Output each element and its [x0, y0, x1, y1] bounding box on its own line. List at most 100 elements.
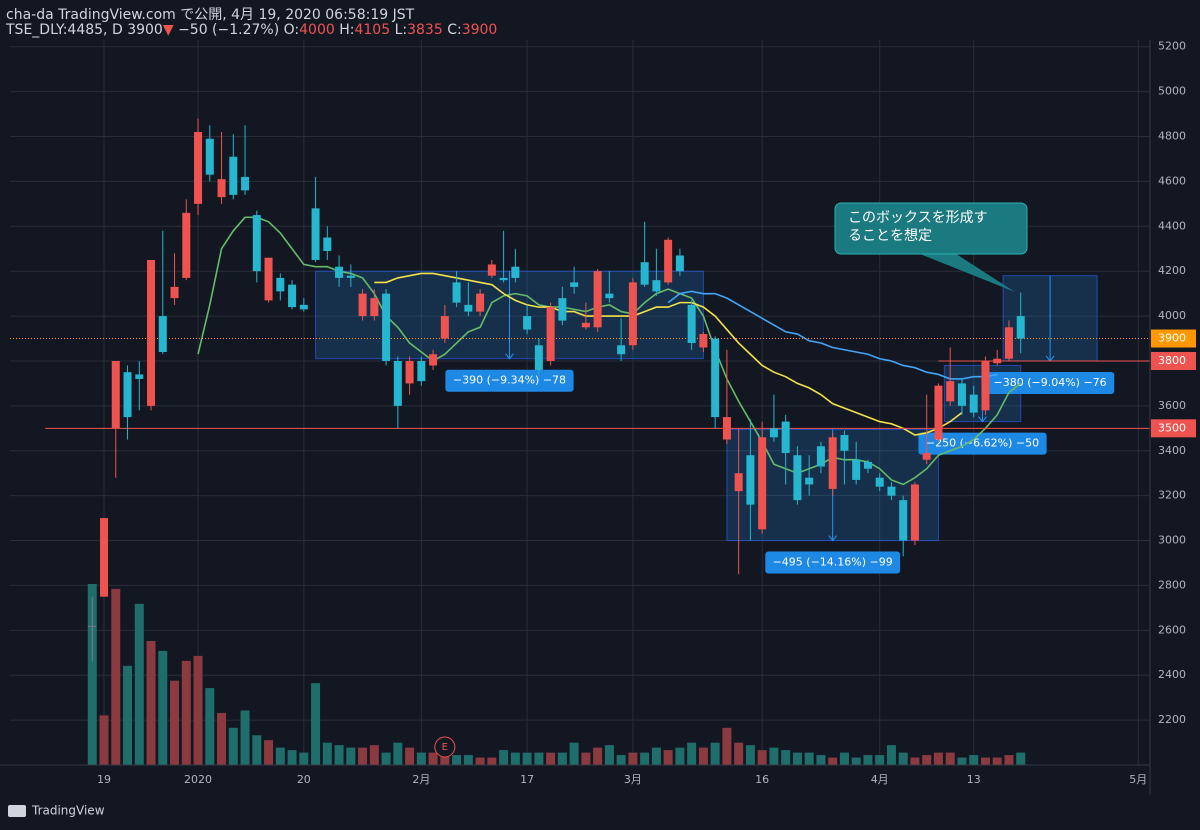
ma-line — [667, 290, 998, 380]
candle-body — [769, 428, 778, 438]
ohlc-o: 4000 — [299, 22, 335, 38]
volume-bar — [393, 742, 403, 765]
candle-body — [899, 500, 908, 541]
volume-bar — [522, 752, 532, 765]
x-tick-label: 13 — [967, 773, 981, 786]
volume-bar — [475, 757, 485, 765]
callout-pointer — [910, 250, 1015, 292]
volume-bar — [405, 747, 415, 765]
candle-body — [147, 259, 156, 406]
callout-text: このボックスを形成す — [848, 210, 988, 226]
candle-body — [805, 477, 814, 485]
logo-icon — [8, 805, 26, 817]
candle-body — [887, 486, 896, 496]
volume-bar — [933, 752, 943, 765]
x-tick-label: 4月 — [871, 773, 889, 786]
volume-bar — [922, 755, 932, 765]
candle-body — [429, 354, 438, 366]
candle-body — [687, 304, 696, 344]
ohlc-c: 3900 — [461, 22, 498, 38]
volume-bar — [322, 742, 332, 765]
last-price: 3900 — [127, 22, 163, 38]
candle-body — [993, 358, 1002, 364]
candle-body — [487, 264, 496, 276]
candle-body — [440, 316, 449, 339]
price-label-box — [1151, 351, 1196, 370]
candle-body — [546, 307, 555, 361]
y-tick-label: 3000 — [1158, 534, 1186, 547]
candle-body — [640, 262, 649, 285]
volume-bar — [839, 752, 849, 765]
candle-body — [922, 453, 931, 460]
ohlc-c-label: C: — [447, 22, 462, 38]
candle-body — [1004, 327, 1013, 359]
x-tick-label: 19 — [97, 773, 111, 786]
y-tick-label: 5200 — [1158, 40, 1186, 53]
volume-bar — [193, 655, 203, 765]
candle-body — [664, 239, 673, 283]
volume-bar — [275, 747, 285, 765]
candle-body — [617, 345, 626, 355]
volume-bar — [299, 752, 309, 765]
y-tick-label: 4800 — [1158, 130, 1186, 143]
volume-bar — [358, 747, 368, 765]
candle-body — [323, 237, 332, 251]
candle-body — [910, 484, 919, 541]
volume-bar — [123, 665, 133, 765]
candle-body — [816, 446, 825, 467]
y-tick-label: 4400 — [1158, 219, 1186, 232]
ohlc-l: 3835 — [407, 22, 443, 38]
x-tick-label: 17 — [520, 773, 534, 786]
candle-body — [675, 255, 684, 272]
candle-body — [276, 277, 285, 292]
volume-bar — [616, 755, 626, 765]
candle-body — [711, 338, 720, 418]
volume-bar — [240, 710, 250, 765]
volume-bar — [675, 747, 685, 765]
candle-body — [170, 286, 179, 299]
candle-body — [335, 266, 344, 278]
y-tick-label: 2800 — [1158, 578, 1186, 591]
candle-body — [405, 360, 414, 384]
candle-body — [100, 518, 109, 597]
volume-bar — [781, 750, 791, 765]
symbol-line: TSE_DLY:4485, D 3900▼ −50 (−1.27%) O:400… — [6, 22, 497, 38]
volume-bar — [264, 740, 274, 765]
candle-body — [123, 372, 132, 418]
volume-bar — [205, 688, 215, 765]
range-arrow-head — [505, 353, 514, 360]
volume-bar — [534, 752, 544, 765]
published-line: cha-da TradingView.com で公開, 4月 19, 2020 … — [6, 4, 414, 24]
y-tick-label: 2600 — [1158, 623, 1186, 636]
volume-bar — [252, 735, 262, 765]
volume-bar — [663, 750, 673, 765]
candle-body — [358, 293, 367, 317]
callout-box — [834, 202, 1028, 255]
price-label: 3800 — [1158, 354, 1186, 367]
candle-body — [828, 437, 837, 489]
candle-body — [417, 360, 426, 382]
volume-bar — [687, 742, 697, 765]
volume-bar — [757, 750, 767, 765]
candle-body — [570, 282, 579, 287]
volume-bar — [792, 752, 802, 765]
y-tick-label: 5000 — [1158, 85, 1186, 98]
volume-bar — [217, 712, 227, 765]
volume-bar — [640, 752, 650, 765]
candle-body — [534, 345, 543, 370]
range-label: −495 (−14.16%) −99 — [773, 556, 893, 569]
y-tick-label: 3200 — [1158, 489, 1186, 502]
candle-body — [581, 322, 590, 328]
candle-body — [511, 266, 520, 278]
candle-body — [758, 437, 767, 530]
candle-body — [840, 435, 849, 451]
candle-body — [652, 280, 661, 292]
candle-body — [393, 360, 402, 406]
volume-bar — [710, 742, 720, 765]
volume-bar — [957, 757, 967, 765]
range-label-box — [986, 371, 1115, 394]
volume-bar — [99, 715, 109, 765]
volume-bar — [969, 755, 979, 765]
